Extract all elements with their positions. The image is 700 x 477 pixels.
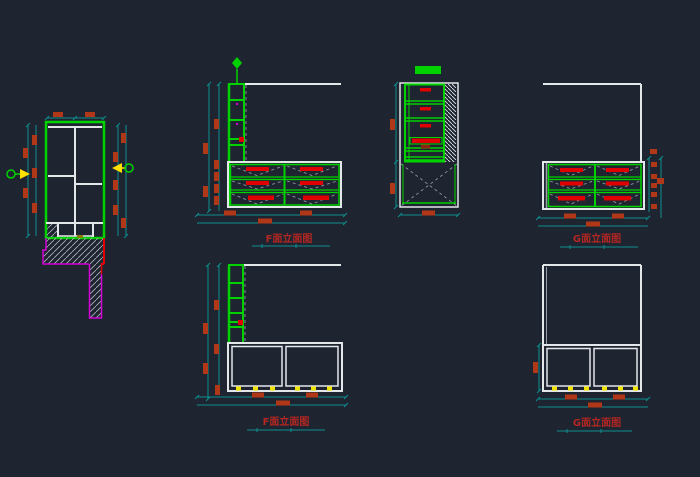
view-title-f-bottom: F面立面图 [263,415,310,428]
f-bottom-title-underline [247,428,325,432]
section-cabinet [399,82,459,208]
plan-dimensions [23,112,129,239]
wall-hatch-section [42,238,105,319]
base-cabinet [542,344,642,392]
drawer-unit [542,161,645,210]
f-top-title-underline [252,244,330,248]
section-lower-box [400,163,458,207]
view-title-g-top: G面立面图 [573,232,621,245]
f-elevation-bottom: F面立面图 [194,262,349,432]
g-elevation-top: G面立面图 [535,83,664,249]
view-direction-left-icon [112,163,134,173]
section-hatch-strip [445,84,456,162]
green-label-blob [415,66,441,74]
view-title-g-bottom: G面立面图 [573,416,621,429]
tall-cabinet [227,264,341,344]
base-cabinet [227,342,343,392]
plan-view [6,112,134,319]
section-dimensions [390,81,461,218]
hinge-mark [77,235,83,238]
f-top-dimensions [203,81,222,214]
wall-hatch-block [47,224,57,237]
g-top-dimensions [535,149,664,227]
g-top-wall-lines [543,83,642,162]
view-direction-right-icon [6,169,30,179]
f-top-bottom-dimensions [194,210,348,226]
drawer-unit [227,161,342,208]
plan-cabinet [44,120,106,240]
f-elevation-top: F面立面图 [194,57,348,248]
section-view [390,66,461,218]
g-top-title-underline [560,245,638,249]
view-title-f-top: F面立面图 [266,232,313,245]
g-bottom-dimensions [533,342,651,408]
f-bottom-bottom-dimensions [194,392,349,408]
f-bottom-dimensions [203,262,222,402]
g-bottom-wall-lines [542,264,642,345]
section-cut-marker-icon [232,57,242,84]
g-bottom-title-underline [557,429,632,433]
g-elevation-bottom: G面立面图 [533,264,651,433]
drawer-front [409,137,443,145]
